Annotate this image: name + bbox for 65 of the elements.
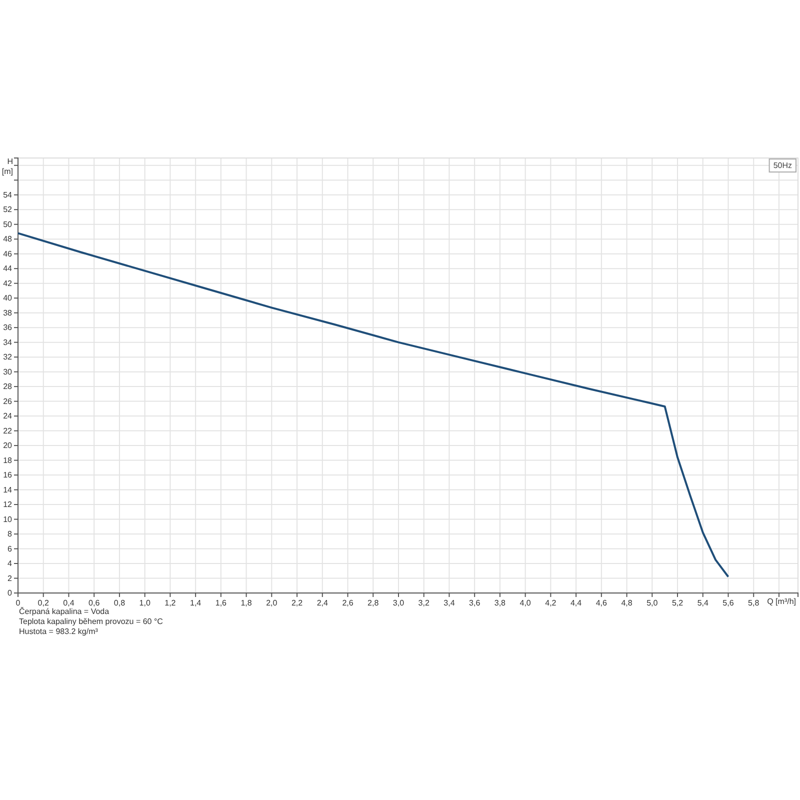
x-tick-label: 2,4: [316, 598, 328, 608]
x-tick-label: 0: [16, 598, 21, 608]
annotation: 50Hz: [773, 161, 792, 170]
y-tick-label: 52: [3, 205, 13, 214]
y-tick-label: 8: [8, 530, 13, 539]
y-tick-label: 46: [3, 249, 13, 258]
x-tick-label: 5,8: [748, 598, 760, 608]
y-tick-label: 32: [3, 352, 13, 362]
y-axis-title: H [m]: [2, 157, 14, 176]
x-axis-title: Q [m³/h]: [767, 597, 796, 606]
line-series: [17, 232, 730, 578]
text: Hustota = 983.2 kg/m³: [19, 627, 98, 636]
x-tick-label: 1,4: [190, 598, 202, 608]
x-tick-label: 1,6: [215, 598, 228, 608]
x-tick-label: 4,4: [570, 598, 582, 608]
x-tick-label: 5,6: [722, 598, 734, 608]
y-tick-label: 14: [3, 485, 13, 494]
x-tick-label: 2,2: [291, 598, 304, 608]
x-tick-label: 3,4: [444, 598, 456, 608]
text: Čerpaná kapalina = Voda: [19, 607, 110, 616]
y-tick-label: 18: [3, 456, 13, 465]
x-tick-label: 0,6: [88, 598, 100, 608]
x-tick-label: 5,0: [646, 598, 658, 608]
x-tick-label: 3,2: [418, 598, 430, 608]
x-tick-label: 1,0: [139, 598, 151, 608]
y-tick-label: 16: [3, 470, 13, 480]
y-tick-label: 12: [3, 500, 13, 510]
y-tick-label: 28: [3, 382, 13, 392]
y-tick-label: 22: [3, 426, 13, 436]
y-tick-label: 24: [3, 412, 13, 421]
y-tick-label: 26: [3, 396, 13, 406]
x-tick-label: 4,2: [545, 598, 557, 608]
y-tick-label: 2: [8, 574, 13, 583]
y-tick-label: 40: [3, 294, 13, 303]
x-tick-label: 3,0: [392, 598, 405, 608]
y-tick-label: 0: [8, 588, 13, 598]
y-tick-label: 42: [3, 278, 13, 288]
x-tick-label: 0,8: [114, 598, 126, 608]
x-tick-label: 1,2: [164, 598, 176, 608]
x-tick-label: 4,6: [596, 598, 608, 608]
x-tick-label: 2,6: [342, 598, 354, 608]
x-tick-label: 3,8: [494, 598, 506, 608]
y-tick-label: 36: [3, 323, 13, 332]
y-tick-label: 44: [3, 264, 13, 274]
y-tick-label: 50: [3, 220, 13, 229]
x-tick-label: 4,8: [621, 598, 633, 608]
y-tick-label: 30: [3, 367, 13, 376]
y-tick-label: 4: [8, 559, 13, 568]
x-tick-label: 5,4: [697, 598, 709, 608]
y-tick-label: 38: [3, 308, 13, 318]
x-tick-label: 5,2: [672, 598, 684, 608]
x-tick-label: 2,8: [368, 598, 380, 608]
y-tick-label: 48: [3, 234, 13, 244]
x-tick-label: 0,4: [63, 598, 75, 608]
x-tick-label: 0,2: [38, 598, 50, 608]
y-tick-label: 20: [3, 441, 13, 450]
y-tick-label: 34: [3, 338, 13, 347]
x-tick-label: 1,8: [240, 598, 252, 608]
y-tick-label: 10: [3, 514, 13, 524]
y-tick-label: 6: [8, 544, 13, 554]
x-tick-label: 3,6: [469, 598, 481, 608]
x-tick-label: 4,0: [520, 598, 532, 608]
x-tick-label: 2,0: [266, 598, 278, 608]
y-tick-label: 54: [3, 190, 13, 200]
text: Teplota kapaliny během provozu = 60 °C: [19, 617, 164, 626]
